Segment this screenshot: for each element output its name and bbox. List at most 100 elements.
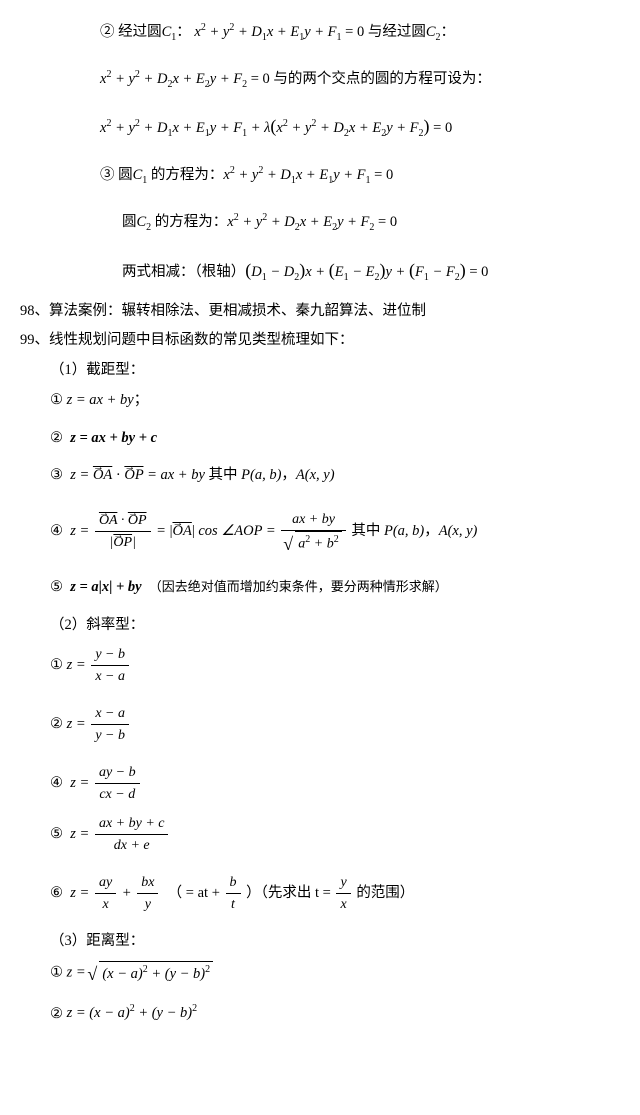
- var: F: [415, 264, 424, 280]
- var: x + E: [267, 24, 299, 40]
- var: + D: [234, 24, 262, 40]
- var: C: [137, 214, 147, 230]
- text: （ = at +: [168, 885, 224, 901]
- var: + D: [267, 214, 295, 230]
- eq: = 0: [371, 167, 394, 183]
- eq: =: [153, 523, 170, 539]
- var: − E: [349, 264, 375, 280]
- var: z =: [67, 657, 90, 673]
- var: + y: [288, 120, 311, 136]
- colon: ：: [176, 24, 191, 40]
- var: z =: [70, 467, 93, 483]
- section-2-title: （2）斜率型：: [50, 615, 610, 637]
- item-99-1: ① z = ax + by；: [50, 390, 610, 412]
- text: ② 经过圆: [100, 24, 162, 40]
- var: z = (x − a): [67, 1005, 130, 1021]
- fraction: x − ay − b: [91, 703, 129, 746]
- item-dist-1: ① z = (x − a)2 + (y − b)2: [50, 961, 610, 986]
- text: 的范围）: [353, 885, 415, 901]
- marker: ①: [50, 657, 67, 673]
- item-slope-2: ② z = x − ay − b: [50, 703, 610, 746]
- var: + D: [140, 120, 168, 136]
- var: C: [133, 167, 143, 183]
- text: 与经过圆: [364, 24, 426, 40]
- den: y: [137, 894, 158, 915]
- var: y +: [386, 264, 409, 280]
- eq: = 0: [342, 24, 365, 40]
- var: + y: [239, 214, 262, 230]
- marker: ⑤: [50, 579, 63, 595]
- punct: ，: [281, 467, 296, 483]
- var: x + E: [300, 214, 332, 230]
- var: x + E: [296, 167, 328, 183]
- fraction: ayx: [95, 872, 116, 915]
- item-slope-4: ④ z = ay − bcx − d: [50, 762, 610, 805]
- num: y: [336, 872, 350, 894]
- var: + y: [111, 120, 134, 136]
- var: x + E: [172, 71, 204, 87]
- eq: = 0: [466, 264, 489, 280]
- var: y + F: [337, 214, 369, 230]
- sup: 2: [334, 534, 339, 545]
- den: y − b: [91, 725, 129, 746]
- point: A(x, y): [296, 467, 335, 483]
- item-99-3: ③ z = →OA · →OP = ax + by 其中 P(a, b)，A(x…: [50, 465, 610, 487]
- dot: ·: [112, 467, 124, 483]
- item-99-4: ④ z = →OA · →OP|→OP| = |→OA| cos ∠AOP = …: [50, 509, 610, 555]
- text: 圆: [122, 214, 137, 230]
- punct: ；: [134, 392, 149, 408]
- colon: ：: [441, 24, 456, 40]
- sqrt: (x − a)2 + (y − b)2: [89, 961, 213, 986]
- var: + D: [140, 71, 168, 87]
- item-slope-5: ⑤ z = ax + by + cdx + e: [50, 813, 610, 856]
- var: x + E: [172, 120, 204, 136]
- marker: ③: [50, 467, 63, 483]
- item-dist-2: ② z = (x − a)2 + (y − b)2: [50, 1002, 610, 1026]
- plus: +: [118, 885, 135, 901]
- note: （因去绝对值而增加约束条件，要分两种情形求解）: [149, 579, 448, 594]
- marker: ④: [50, 523, 63, 539]
- text: ）（先求出 t =: [243, 885, 335, 901]
- fraction: →OA · →OP|→OP|: [95, 510, 151, 553]
- marker: ④: [50, 775, 63, 791]
- formula: z = ax + by + c: [70, 430, 157, 446]
- fraction: ax + by + cdx + e: [95, 813, 169, 856]
- var: + b: [310, 537, 333, 552]
- item-99-5: ⑤ z = a|x| + by （因去绝对值而增加约束条件，要分两种情形求解）: [50, 577, 610, 599]
- num: ax + by + c: [95, 813, 169, 835]
- text: 与的两个交点的圆的方程可设为：: [270, 71, 491, 87]
- var: (x − a): [102, 966, 142, 982]
- text: 的方程为：: [151, 214, 227, 230]
- text: 其中: [205, 467, 241, 483]
- fraction: yx: [336, 872, 350, 915]
- var: x +: [305, 264, 328, 280]
- var: z =: [67, 965, 90, 981]
- eq: = 0: [430, 120, 453, 136]
- fraction: ax + bya2 + b2: [281, 509, 345, 555]
- section-3-title: （3）距离型：: [50, 931, 610, 953]
- fraction: ay − bcx − d: [95, 762, 140, 805]
- marker: ②: [50, 1005, 67, 1021]
- num: ax + by: [281, 509, 345, 531]
- point: A(x, y): [439, 523, 478, 539]
- num: ay − b: [95, 762, 140, 784]
- var: E: [335, 264, 344, 280]
- formula: z = ax + by: [67, 392, 134, 408]
- var: + (y − b): [148, 966, 205, 982]
- den: t: [226, 894, 241, 915]
- var: + λ: [247, 120, 270, 136]
- var: + y: [111, 71, 134, 87]
- punct: ，: [424, 523, 439, 539]
- text: ③ 圆: [100, 167, 133, 183]
- marker: ①: [50, 965, 67, 981]
- var: D: [251, 264, 261, 280]
- item-99-2: ② z = ax + by + c: [50, 428, 610, 450]
- item-3-line3: 两式相减：（根轴）(D1 − D2)x + (E1 − E2)y + (F1 −…: [50, 257, 610, 285]
- formula: z = a|x| + by: [70, 579, 141, 595]
- var: y + F: [333, 167, 365, 183]
- den: x − a: [91, 666, 129, 687]
- var: y + F: [210, 120, 242, 136]
- den: dx + e: [95, 835, 169, 856]
- marker: ②: [50, 716, 67, 732]
- den: x: [336, 894, 350, 915]
